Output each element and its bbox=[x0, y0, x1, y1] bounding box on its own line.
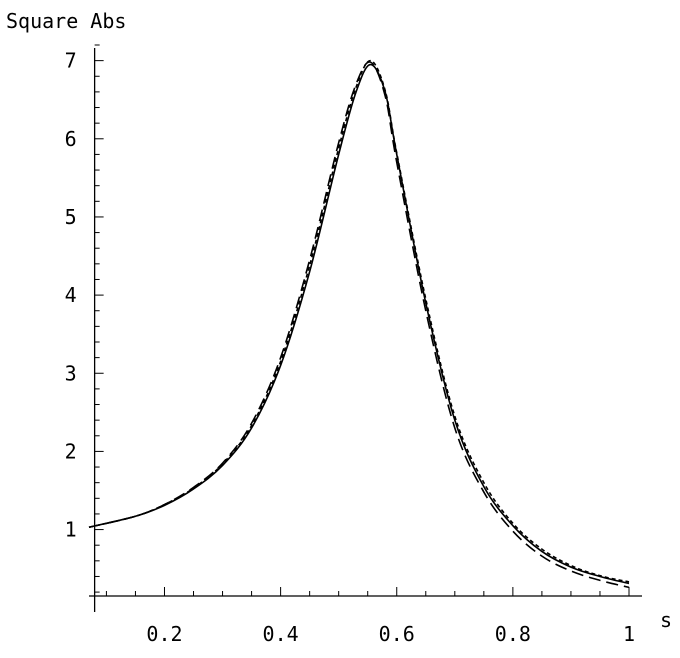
y-axis-label: Square Abs bbox=[6, 9, 126, 33]
y-tick-label: 1 bbox=[65, 518, 77, 542]
x-axis-label: s bbox=[660, 608, 672, 632]
ticks-group bbox=[94, 44, 630, 596]
y-tick-label: 2 bbox=[65, 439, 77, 463]
x-tick-label: 0.4 bbox=[263, 622, 299, 646]
series-line-dashed bbox=[88, 61, 630, 589]
series-group bbox=[88, 59, 630, 589]
x-tick-label: 1 bbox=[623, 622, 635, 646]
y-tick-label: 6 bbox=[65, 127, 77, 151]
y-tick-label: 4 bbox=[65, 283, 77, 307]
tick-labels-group: 0.2 0.4 0.6 0.8 1 1 2 3 4 5 6 7 bbox=[65, 49, 635, 646]
y-tick-label: 7 bbox=[65, 49, 77, 73]
x-tick-label: 0.8 bbox=[495, 622, 531, 646]
x-tick-label: 0.2 bbox=[146, 622, 182, 646]
y-tick-label: 5 bbox=[65, 205, 77, 229]
series-line-solid bbox=[88, 63, 630, 585]
y-tick-label: 3 bbox=[65, 361, 77, 385]
series-line-fine-dashed bbox=[88, 59, 630, 583]
x-tick-label: 0.6 bbox=[379, 622, 415, 646]
